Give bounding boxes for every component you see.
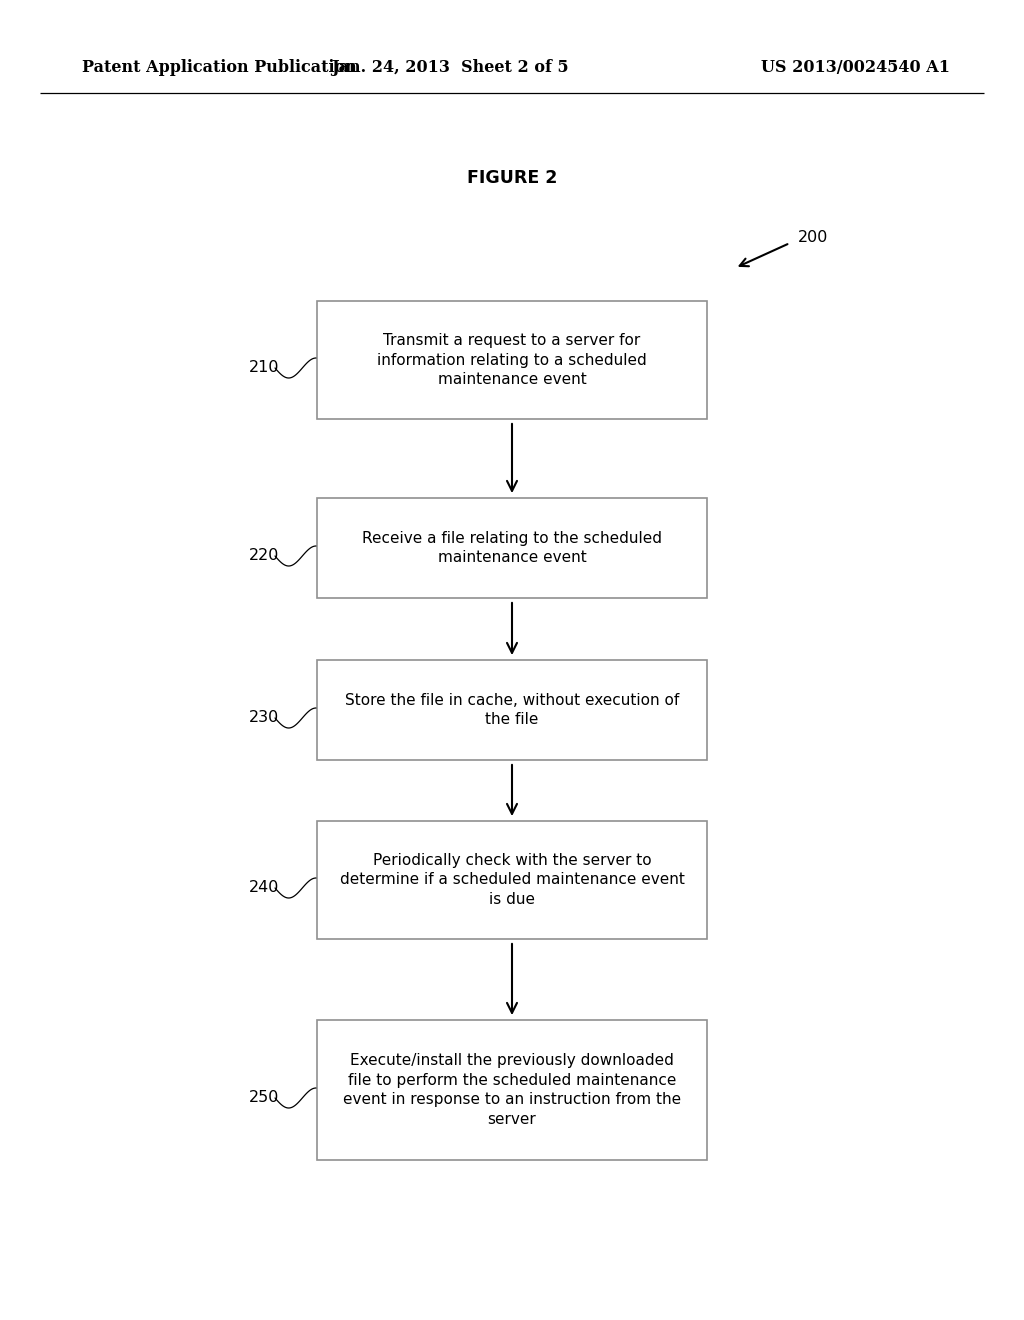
Bar [317, 498, 707, 598]
Text: FIGURE 2: FIGURE 2 [467, 169, 557, 187]
Bar [317, 821, 707, 939]
Text: 220: 220 [249, 549, 280, 564]
Text: Periodically check with the server to
determine if a scheduled maintenance event: Periodically check with the server to de… [340, 853, 684, 907]
Text: Execute/install the previously downloaded
file to perform the scheduled maintena: Execute/install the previously downloade… [343, 1053, 681, 1127]
Bar [317, 660, 707, 760]
Text: US 2013/0024540 A1: US 2013/0024540 A1 [761, 59, 950, 77]
Text: 200: 200 [798, 230, 828, 244]
Text: Store the file in cache, without execution of
the file: Store the file in cache, without executi… [345, 693, 679, 727]
Bar [317, 301, 707, 418]
Text: 230: 230 [249, 710, 280, 726]
Text: Patent Application Publication: Patent Application Publication [82, 59, 356, 77]
Text: Jan. 24, 2013  Sheet 2 of 5: Jan. 24, 2013 Sheet 2 of 5 [331, 59, 568, 77]
Text: 240: 240 [249, 880, 280, 895]
Text: 250: 250 [249, 1090, 280, 1106]
Bar [317, 1020, 707, 1160]
Text: Transmit a request to a server for
information relating to a scheduled
maintenan: Transmit a request to a server for infor… [377, 333, 647, 387]
Text: Receive a file relating to the scheduled
maintenance event: Receive a file relating to the scheduled… [362, 531, 662, 565]
Text: 210: 210 [249, 360, 280, 375]
